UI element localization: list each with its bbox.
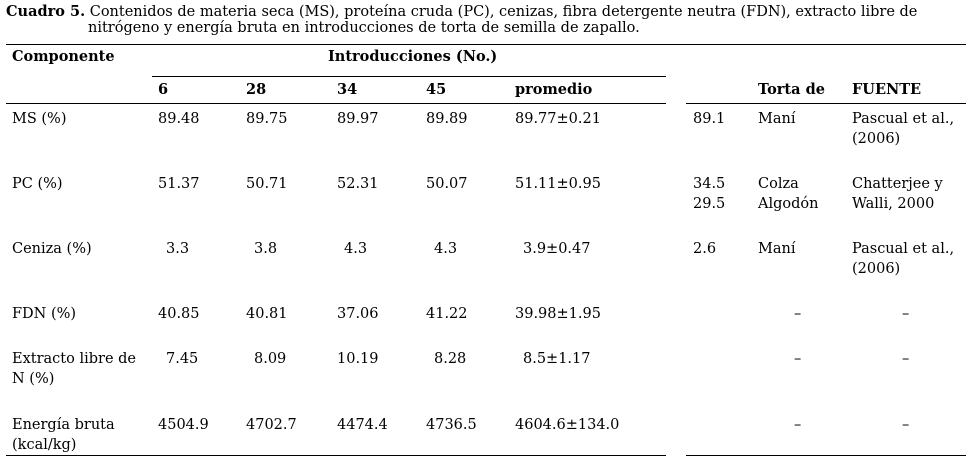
row-pc-val-34: 52.31 (337, 176, 379, 192)
row-fdn-fuente: – (902, 306, 910, 322)
row-ceniza-val-45: 4.3 (434, 241, 458, 257)
row-eb-val-45: 4736.5 (426, 417, 477, 433)
header-fuente: FUENTE (852, 81, 922, 98)
row-eln-val-34: 10.19 (337, 351, 379, 367)
row-pc-val-6: 51.37 (158, 176, 200, 192)
row-fdn-val-6: 40.85 (158, 306, 200, 322)
row-ms-fuente: Pascual et al., (2006) (852, 111, 955, 147)
table-caption: Cuadro 5. Contenidos de materia seca (MS… (6, 3, 966, 37)
header-col-34: 34 (337, 81, 358, 98)
row-ceniza-val-28: 3.8 (254, 241, 278, 257)
row-pc-ref-value-2: 29.5 (693, 196, 726, 212)
row-eb-fuente: – (902, 417, 910, 433)
caption-line-1: Cuadro 5. Contenidos de materia seca (MS… (6, 3, 966, 21)
row-ceniza-fuente: Pascual et al., (2006) (852, 241, 955, 277)
row-eln-fuente: – (902, 351, 910, 367)
row-fdn-val-34: 37.06 (337, 306, 379, 322)
row-eb-torta: – (794, 417, 802, 433)
row-fdn-torta: – (794, 306, 802, 322)
row-pc-val-28: 50.71 (246, 176, 288, 192)
row-ceniza-componente: Ceniza (%) (12, 241, 92, 257)
row-fdn-val-45: 41.22 (426, 306, 468, 322)
row-eb-promedio: 4604.6±134.0 (515, 417, 620, 433)
row-fdn-promedio: 39.98±1.95 (515, 306, 601, 322)
header-col-28: 28 (246, 81, 267, 98)
row-ceniza-torta: Maní (758, 241, 796, 257)
row-ceniza-val-6: 3.3 (166, 241, 190, 257)
row-fdn-componente: FDN (%) (12, 306, 77, 322)
caption-text-1: Contenidos de materia seca (MS), proteín… (89, 4, 918, 20)
row-ceniza-val-34: 4.3 (344, 241, 368, 257)
header-introducciones: Introducciones (No.) (328, 48, 498, 65)
header-torta-de: Torta de (758, 81, 825, 98)
row-pc-promedio: 51.11±0.95 (515, 176, 601, 192)
row-ms-val-45: 89.89 (426, 111, 468, 127)
row-ms-componente: MS (%) (12, 111, 67, 127)
row-eln-val-6: 7.45 (166, 351, 199, 367)
row-ms-torta: Maní (758, 111, 796, 127)
row-eln-torta: – (794, 351, 802, 367)
row-ms-val-6: 89.48 (158, 111, 200, 127)
row-eln-val-28: 8.09 (254, 351, 287, 367)
row-eb-val-6: 4504.9 (158, 417, 209, 433)
header-col-6: 6 (158, 81, 169, 98)
row-eb-val-28: 4702.7 (246, 417, 297, 433)
row-pc-val-45: 50.07 (426, 176, 468, 192)
rule-bottom-left (6, 455, 666, 456)
row-eln-componente: Extracto libre de N (%) (12, 351, 136, 387)
row-fdn-val-28: 40.81 (246, 306, 288, 322)
row-pc-componente: PC (%) (12, 176, 63, 192)
row-ceniza-ref-value: 2.6 (693, 241, 717, 257)
row-ms-ref-value: 89.1 (693, 111, 726, 127)
row-eb-val-34: 4474.4 (337, 417, 388, 433)
header-col-45: 45 (426, 81, 447, 98)
row-pc-torta: Colza (758, 176, 799, 192)
header-componente: Componente (12, 48, 115, 65)
row-eln-promedio: 8.5±1.17 (523, 351, 591, 367)
row-ceniza-promedio: 3.9±0.47 (523, 241, 591, 257)
rule-header-left (6, 103, 666, 104)
row-ms-val-34: 89.97 (337, 111, 379, 127)
header-col-promedio: promedio (515, 81, 593, 98)
row-eb-componente: Energía bruta (kcal/kg) (12, 417, 115, 453)
caption-text-2: nitrógeno y energía bruta en introduccio… (88, 20, 640, 36)
rule-top (6, 44, 966, 45)
rule-header-right (686, 103, 966, 104)
rule-introducciones (152, 76, 666, 77)
caption-label: Cuadro 5. (6, 3, 86, 20)
row-pc-torta-2: Algodón (758, 196, 819, 212)
row-ms-val-28: 89.75 (246, 111, 288, 127)
rule-bottom-right (686, 455, 966, 456)
row-pc-fuente: Chatterjee y Walli, 2000 (852, 176, 943, 212)
row-ms-promedio: 89.77±0.21 (515, 111, 601, 127)
row-pc-ref-value: 34.5 (693, 176, 726, 192)
row-eln-val-45: 8.28 (434, 351, 467, 367)
